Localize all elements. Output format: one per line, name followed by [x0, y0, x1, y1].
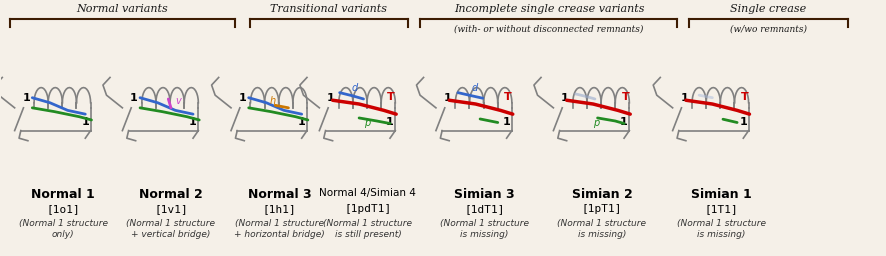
Text: 1: 1: [620, 117, 628, 127]
Text: Simian 1: Simian 1: [691, 188, 751, 200]
Text: Transitional variants: Transitional variants: [269, 4, 386, 14]
Text: 1: 1: [561, 93, 569, 103]
Text: T: T: [504, 92, 512, 102]
Text: 1: 1: [190, 117, 197, 127]
Text: Normal 3: Normal 3: [248, 188, 311, 200]
Text: p: p: [593, 118, 600, 127]
Text: [1v1]: [1v1]: [154, 204, 188, 214]
Text: [1pdT1]: [1pdT1]: [345, 204, 392, 214]
Text: 1: 1: [740, 117, 747, 127]
Text: [1h1]: [1h1]: [263, 204, 297, 214]
Text: (Normal 1 structure
is still present): (Normal 1 structure is still present): [323, 219, 412, 239]
Text: 1: 1: [680, 93, 688, 103]
Text: [1o1]: [1o1]: [46, 204, 80, 214]
Text: Normal variants: Normal variants: [76, 4, 168, 14]
Text: 1: 1: [22, 93, 30, 103]
Text: (Normal 1 structure
is missing): (Normal 1 structure is missing): [440, 219, 529, 239]
Text: (Normal 1 structure
is missing): (Normal 1 structure is missing): [557, 219, 647, 239]
Text: 1: 1: [327, 93, 335, 103]
Text: Normal 2: Normal 2: [139, 188, 203, 200]
Text: Simian 2: Simian 2: [571, 188, 633, 200]
Text: T: T: [621, 92, 629, 102]
Text: (Normal 1 structure
is missing): (Normal 1 structure is missing): [677, 219, 766, 239]
Text: h: h: [270, 96, 276, 106]
Text: (Normal 1 structure
+ vertical bridge): (Normal 1 structure + vertical bridge): [127, 219, 215, 239]
Text: 1: 1: [82, 117, 89, 127]
Text: Single crease: Single crease: [730, 4, 806, 14]
Text: Normal 1: Normal 1: [31, 188, 95, 200]
Text: d: d: [352, 83, 358, 93]
Text: (w/wo remnants): (w/wo remnants): [729, 24, 806, 33]
Text: v: v: [175, 96, 181, 106]
Text: 1: 1: [444, 93, 451, 103]
Text: T: T: [387, 92, 395, 102]
Text: (Normal 1 structure
+ horizontal bridge): (Normal 1 structure + horizontal bridge): [234, 219, 325, 239]
Text: 1: 1: [298, 117, 306, 127]
Text: 1: 1: [502, 117, 510, 127]
Text: Normal 4/Simian 4: Normal 4/Simian 4: [320, 188, 416, 198]
Text: [1dT1]: [1dT1]: [464, 204, 505, 214]
Text: [1T1]: [1T1]: [704, 204, 738, 214]
Text: p: p: [364, 118, 370, 127]
Text: Simian 3: Simian 3: [455, 188, 515, 200]
Text: T: T: [741, 92, 749, 102]
Text: [1pT1]: [1pT1]: [582, 204, 622, 214]
Text: 1: 1: [238, 93, 246, 103]
Text: (Normal 1 structure
only): (Normal 1 structure only): [19, 219, 108, 239]
Text: 1: 1: [386, 117, 394, 127]
Text: (with- or without disconnected remnants): (with- or without disconnected remnants): [455, 24, 643, 33]
Text: 1: 1: [130, 93, 137, 103]
Text: d: d: [471, 83, 478, 93]
Text: Incomplete single crease variants: Incomplete single crease variants: [454, 4, 644, 14]
